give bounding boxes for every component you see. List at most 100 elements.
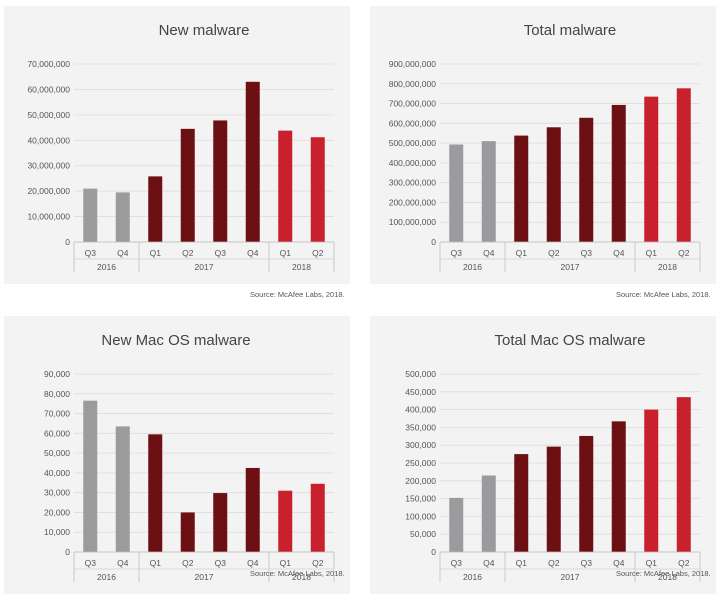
y-tick-label: 450,000 (405, 387, 436, 397)
bar (579, 435, 594, 552)
bar (148, 176, 163, 242)
y-tick-label: 0 (65, 547, 70, 557)
bar (579, 117, 594, 242)
y-tick-label: 30,000 (44, 488, 70, 498)
y-tick-label: 100,000 (405, 511, 436, 521)
chart-title: Total Mac OS malware (495, 332, 646, 349)
y-tick-label: 350,000 (405, 422, 436, 432)
x-tick-label: Q2 (548, 558, 560, 568)
bar (115, 426, 130, 552)
bar (546, 127, 561, 242)
chart-title: New malware (159, 22, 250, 39)
bar (546, 446, 561, 552)
bar (676, 88, 691, 243)
y-tick-label: 200,000 (405, 476, 436, 486)
x-tick-label: Q1 (280, 248, 292, 258)
source-note: Source: McAfee Labs, 2018. (250, 290, 345, 299)
x-group-label: 2016 (463, 572, 482, 582)
y-tick-label: 900,000,000 (389, 59, 437, 69)
bar (449, 497, 464, 552)
bar (644, 96, 659, 242)
source-note: Source: McAfee Labs, 2018. (616, 290, 711, 299)
x-tick-label: Q3 (215, 248, 227, 258)
chart-new-malware: New malware 0 10,000,000 20,000,000 30,000,0… (27, 22, 335, 272)
y-tick-label: 600,000,000 (389, 118, 437, 128)
x-tick-label: Q2 (678, 558, 690, 568)
x-tick-label: Q4 (613, 558, 625, 568)
x-tick-label: Q4 (247, 558, 259, 568)
y-tick-label: 0 (65, 237, 70, 247)
y-tick-label: 10,000 (44, 527, 70, 537)
y-tick-label: 70,000,000 (27, 59, 70, 69)
x-group-label: 2016 (463, 262, 482, 272)
y-tick-label: 400,000 (405, 405, 436, 415)
bar (514, 454, 529, 552)
y-tick-label: 100,000,000 (389, 217, 437, 227)
y-tick-label: 400,000,000 (389, 158, 437, 168)
y-tick-label: 70,000 (44, 409, 70, 419)
x-tick-label: Q1 (516, 558, 528, 568)
y-tick-label: 20,000,000 (27, 186, 70, 196)
y-tick-label: 40,000 (44, 468, 70, 478)
bar (245, 81, 260, 242)
bar (83, 188, 98, 242)
bar (676, 397, 691, 552)
y-tick-label: 50,000 (44, 448, 70, 458)
y-tick-label: 0 (431, 237, 436, 247)
x-group-label: 2017 (561, 262, 580, 272)
y-tick-label: 150,000 (405, 494, 436, 504)
y-tick-label: 10,000,000 (27, 212, 70, 222)
x-group-label: 2018 (292, 262, 311, 272)
x-tick-label: Q2 (548, 248, 560, 258)
x-tick-label: Q4 (247, 248, 259, 258)
bar (83, 400, 98, 552)
y-tick-label: 500,000 (405, 369, 436, 379)
x-tick-label: Q2 (182, 248, 194, 258)
bar (180, 512, 195, 552)
source-note: Source: McAfee Labs, 2018. (616, 569, 711, 578)
x-tick-label: Q3 (215, 558, 227, 568)
x-tick-label: Q2 (312, 558, 324, 568)
y-tick-label: 200,000,000 (389, 197, 437, 207)
x-tick-label: Q1 (646, 248, 658, 258)
y-tick-label: 250,000 (405, 458, 436, 468)
x-group-label: 2018 (658, 572, 677, 582)
x-tick-label: Q4 (483, 248, 495, 258)
bar (148, 434, 163, 552)
x-tick-label: Q3 (451, 248, 463, 258)
y-tick-label: 20,000 (44, 507, 70, 517)
y-tick-label: 800,000,000 (389, 79, 437, 89)
x-tick-label: Q3 (451, 558, 463, 568)
x-tick-label: Q3 (85, 248, 97, 258)
bar (180, 128, 195, 242)
chart-new-mac-os-malware: New Mac OS malware 0 10,000 20,000 30,000 40,… (44, 332, 335, 582)
y-tick-label: 40,000,000 (27, 135, 70, 145)
x-tick-label: Q2 (182, 558, 194, 568)
chart-title: Total malware (524, 22, 617, 39)
bar (310, 137, 325, 242)
y-tick-label: 60,000 (44, 428, 70, 438)
chart-total-malware: Total malware 0 100,000,000 200,000,000 300,… (389, 22, 701, 272)
x-tick-label: Q4 (117, 558, 129, 568)
y-tick-label: 80,000 (44, 389, 70, 399)
x-tick-label: Q1 (646, 558, 658, 568)
x-group-label: 2017 (561, 572, 580, 582)
x-tick-label: Q1 (280, 558, 292, 568)
y-tick-label: 300,000 (405, 440, 436, 450)
x-tick-label: Q4 (117, 248, 129, 258)
x-tick-label: Q3 (581, 558, 593, 568)
bar (278, 130, 293, 242)
x-tick-label: Q4 (613, 248, 625, 258)
chart-panel-total-mac-os-malware: Total Mac OS malware 0 50,000 100,000 150,00… (370, 316, 716, 594)
x-group-label: 2017 (195, 262, 214, 272)
bar (611, 104, 626, 242)
y-tick-label: 30,000,000 (27, 161, 70, 171)
bar (213, 493, 228, 552)
x-tick-label: Q1 (150, 558, 162, 568)
chart-panel-new-mac-os-malware: New Mac OS malware 0 10,000 20,000 30,000 40,… (4, 316, 350, 594)
bar (514, 135, 529, 242)
y-tick-label: 50,000 (410, 529, 436, 539)
y-tick-label: 90,000 (44, 369, 70, 379)
bar (310, 483, 325, 552)
chart-panel-new-malware: New malware 0 10,000,000 20,000,000 30,000,0… (4, 6, 350, 284)
